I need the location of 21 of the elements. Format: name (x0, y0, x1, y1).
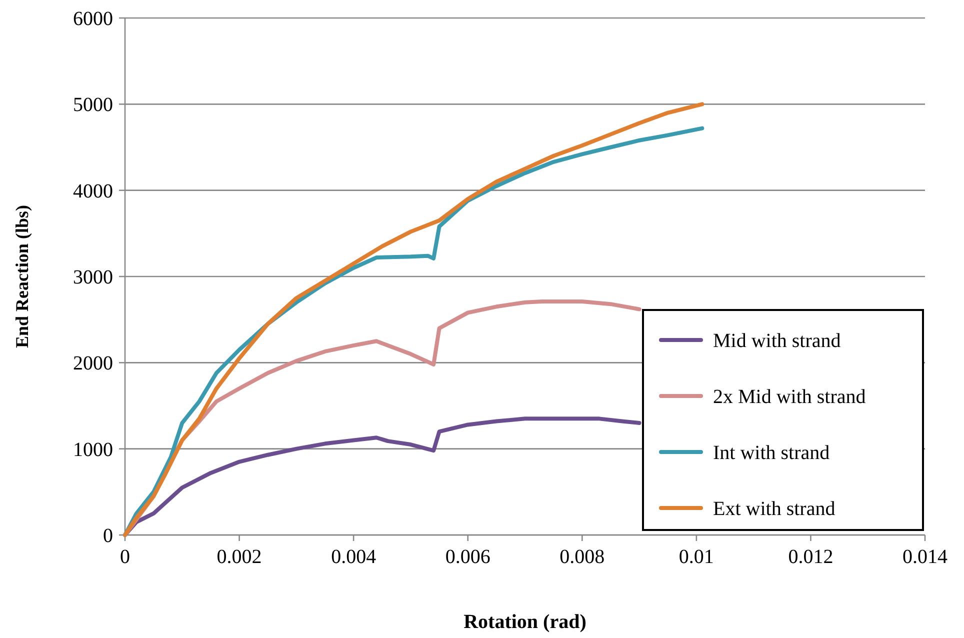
y-tick-label: 4000 (73, 180, 113, 202)
y-tick-label: 3000 (73, 266, 113, 288)
y-tick-label: 1000 (73, 438, 113, 461)
legend-label: Ext with strand (713, 498, 836, 520)
y-tick-label: 2000 (73, 352, 113, 375)
y-axis-title: End Reaction (lbs) (12, 204, 32, 348)
x-tick-label: 0.004 (331, 546, 376, 568)
legend-label: Mid with strand (713, 330, 841, 352)
x-tick-label: 0.008 (560, 546, 605, 568)
x-tick-label: 0.012 (788, 546, 834, 568)
y-tick-label: 0 (103, 525, 113, 547)
legend-label: Int with strand (713, 442, 830, 464)
y-tick-label: 5000 (73, 94, 113, 116)
x-tick-label: 0.01 (678, 546, 714, 568)
x-tick-label: 0 (120, 546, 130, 568)
x-tick-label: 0.014 (902, 546, 948, 568)
x-tick-label: 0.002 (216, 546, 262, 568)
x-axis-title: Rotation (rad) (464, 611, 586, 633)
x-tick-label: 0.006 (445, 546, 490, 568)
y-tick-label: 6000 (73, 8, 113, 30)
legend-label: 2x Mid with strand (713, 386, 866, 408)
